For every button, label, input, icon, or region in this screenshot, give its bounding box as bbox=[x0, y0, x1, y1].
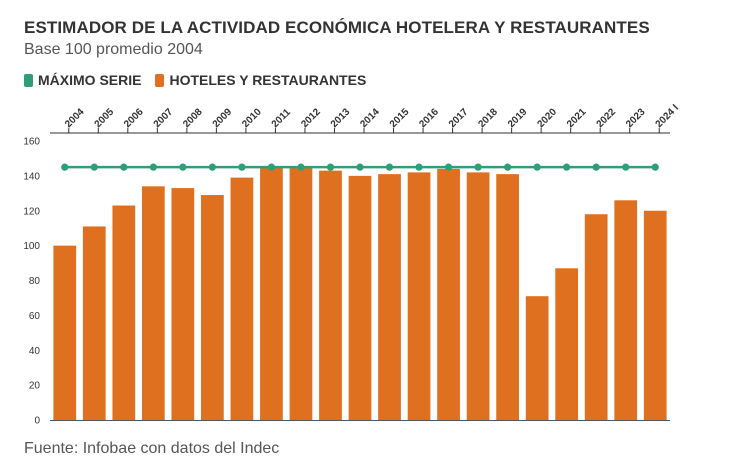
x-tick-label: 2004 bbox=[63, 106, 87, 130]
legend-item-hoteles-restaurantes: HOTELES Y RESTAURANTES bbox=[155, 72, 366, 88]
y-tick-label: 60 bbox=[29, 311, 41, 322]
bar bbox=[378, 174, 401, 420]
x-tick-label: 2008 bbox=[181, 106, 205, 130]
bar bbox=[82, 226, 106, 420]
x-tick-label: 2012 bbox=[299, 106, 323, 130]
line-point bbox=[533, 163, 541, 171]
line-point bbox=[238, 163, 246, 171]
bar bbox=[466, 172, 490, 420]
line-point bbox=[120, 163, 128, 171]
legend-label-maximo-serie: MÁXIMO SERIE bbox=[38, 72, 142, 88]
y-tick-label: 140 bbox=[23, 171, 40, 182]
y-tick-label: 40 bbox=[29, 346, 41, 357]
line-point bbox=[415, 163, 423, 171]
line-point bbox=[90, 163, 98, 171]
line-point bbox=[179, 163, 187, 171]
bar bbox=[201, 195, 224, 420]
line-point bbox=[267, 163, 276, 171]
line-point bbox=[622, 163, 630, 171]
x-tick-label: 2007 bbox=[152, 106, 176, 130]
legend-swatch-maximo-serie bbox=[24, 73, 33, 87]
bar bbox=[437, 168, 460, 420]
bar bbox=[141, 186, 165, 420]
y-tick-label: 120 bbox=[23, 206, 40, 217]
x-tick-label: 2013 bbox=[329, 106, 353, 130]
y-tick-label: 100 bbox=[23, 241, 40, 252]
chart-legend: MÁXIMO SERIE HOTELES Y RESTAURANTES bbox=[24, 72, 380, 88]
x-tick-label: 2017 bbox=[447, 106, 471, 130]
legend-label-hoteles-restaurantes: HOTELES Y RESTAURANTES bbox=[169, 72, 367, 88]
line-point bbox=[326, 163, 335, 171]
y-tick-label: 20 bbox=[29, 381, 41, 392]
line-point bbox=[208, 163, 216, 171]
line-point bbox=[61, 163, 69, 171]
bar bbox=[171, 188, 195, 420]
x-tick-label: 2015 bbox=[388, 106, 412, 130]
legend-item-maximo-serie: MÁXIMO SERIE bbox=[24, 72, 141, 88]
bar bbox=[555, 268, 579, 420]
y-tick-label: 0 bbox=[34, 416, 40, 427]
line-point bbox=[504, 163, 512, 171]
x-tick-label: 2006 bbox=[122, 106, 146, 130]
line-point bbox=[385, 163, 394, 171]
bar bbox=[230, 177, 254, 420]
bar bbox=[289, 167, 313, 420]
line-point bbox=[356, 163, 364, 171]
x-tick-label: 2011 bbox=[270, 107, 293, 130]
x-tick-label: 2005 bbox=[93, 106, 117, 130]
y-tick-label: 160 bbox=[23, 137, 40, 148]
x-tick-label: 2009 bbox=[211, 106, 235, 130]
bar bbox=[319, 170, 342, 420]
bar bbox=[614, 200, 638, 420]
line-point bbox=[651, 163, 659, 171]
line-point bbox=[592, 163, 600, 171]
x-tick-label: 2014 bbox=[358, 106, 382, 130]
line-point bbox=[444, 163, 453, 171]
line-point bbox=[474, 163, 482, 171]
bar bbox=[407, 172, 431, 420]
bar bbox=[496, 174, 519, 420]
x-tick-label: 2016 bbox=[417, 106, 441, 130]
x-tick-label: 2020 bbox=[535, 106, 559, 130]
bar bbox=[584, 214, 608, 420]
x-tick-label: 2010 bbox=[240, 106, 264, 130]
bar bbox=[53, 245, 77, 420]
bar bbox=[525, 296, 549, 420]
line-point bbox=[149, 163, 157, 171]
x-tick-label: 2018 bbox=[476, 106, 500, 130]
bar bbox=[112, 205, 136, 420]
legend-swatch-hoteles-restaurantes bbox=[155, 73, 165, 87]
bar bbox=[260, 167, 283, 420]
bar bbox=[348, 175, 372, 420]
line-point bbox=[563, 163, 571, 171]
source-note: Fuente: Infobae con datos del Indec bbox=[24, 440, 280, 457]
x-tick-label: 2023 bbox=[624, 106, 648, 130]
chart-subtitle: Base 100 promedio 2004 bbox=[24, 41, 203, 58]
x-tick-label: 2022 bbox=[595, 106, 619, 130]
x-tick-label: 2019 bbox=[506, 106, 530, 130]
line-point bbox=[297, 163, 305, 171]
bar bbox=[643, 210, 667, 420]
x-tick-label: 2021 bbox=[565, 106, 589, 130]
x-tick-label: 2024 I bbox=[654, 103, 682, 131]
y-tick-label: 80 bbox=[29, 276, 41, 287]
chart-title: ESTIMADOR DE LA ACTIVIDAD ECONÓMICA HOTE… bbox=[24, 18, 650, 37]
